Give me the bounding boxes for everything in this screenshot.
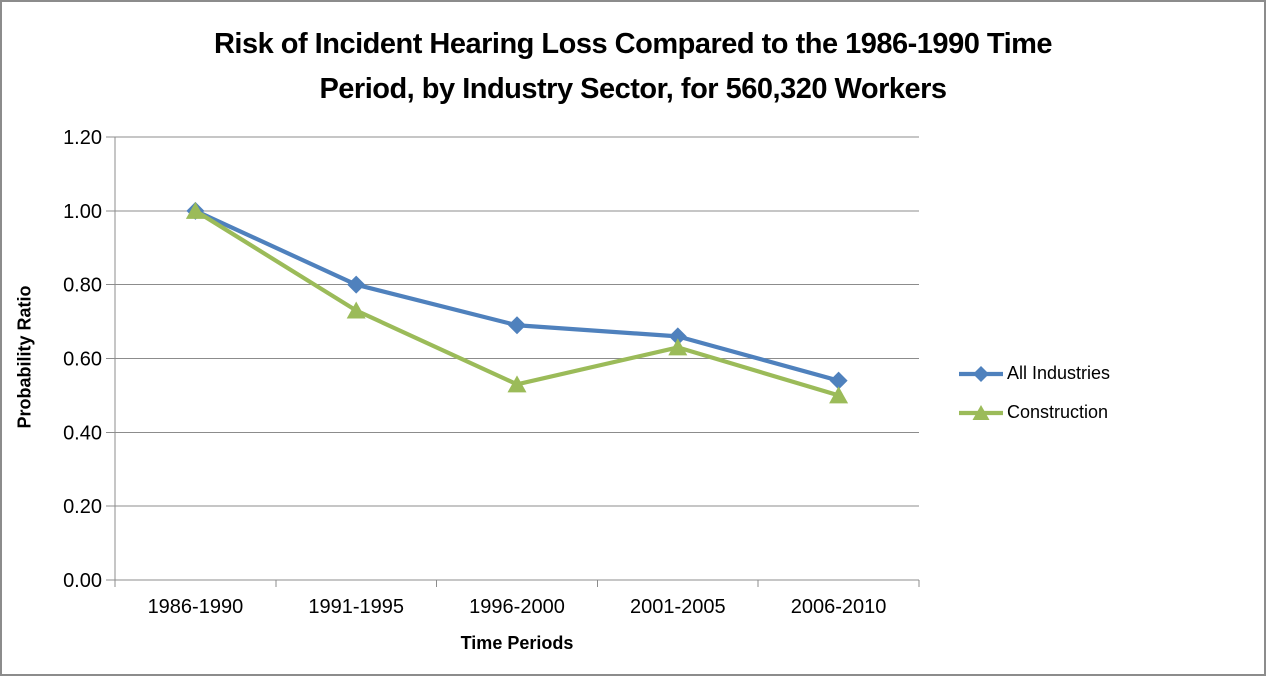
chart-title-line1: Risk of Incident Hearing Loss Compared t…	[213, 28, 1053, 60]
x-tick-label: 1996-2000	[469, 596, 565, 618]
series-construction	[185, 201, 849, 404]
data-point-marker	[347, 275, 366, 294]
data-point-marker	[185, 201, 205, 219]
legend-marker-diamond-icon	[959, 365, 1003, 382]
series-line-all-industries	[194, 208, 840, 383]
data-point-marker	[668, 338, 688, 356]
y-tick-label: 1.00	[63, 201, 102, 223]
series-all-industries	[186, 201, 848, 390]
x-tick-label: 1986-1990	[148, 596, 244, 618]
legend-item-construction: Construction	[958, 393, 1110, 432]
data-point-marker	[508, 316, 526, 335]
chart-title-line2: Period, by Industry Sector, for 560,320 …	[319, 73, 947, 105]
data-point-marker	[346, 301, 366, 319]
y-tick-label: 0.00	[63, 570, 102, 592]
y-axis-title: Probability Ratio	[14, 285, 35, 429]
x-tick-labels: 1986-1990 1991-1995 1996-2000 2001-2005 2006…	[148, 596, 887, 618]
x-axis-title: Time Periods	[460, 633, 574, 653]
legend-item-all-industries: All Industries	[958, 354, 1110, 393]
legend: All Industries Construction	[958, 354, 1110, 432]
legend-label: Construction	[1007, 402, 1109, 422]
series-line-construction	[194, 209, 840, 398]
data-point-marker	[829, 386, 849, 404]
chart-title: Risk of Incident Hearing Loss Compared t…	[2, 22, 1264, 112]
legend-marker-triangle-icon	[959, 404, 1003, 420]
y-tick-label: 0.40	[63, 422, 102, 444]
x-tick-label: 1991-1995	[308, 596, 404, 618]
y-tick-label: 0.80	[63, 275, 102, 297]
x-tick-label: 2001-2005	[630, 596, 726, 618]
legend-label: All Industries	[1007, 363, 1111, 383]
y-tick-labels: 0.00 0.20 0.40 0.60 0.80 1.00 1.20	[63, 127, 102, 592]
y-tick-label: 1.20	[63, 127, 102, 149]
axes	[106, 136, 920, 587]
y-tick-label: 0.20	[63, 496, 102, 518]
data-point-marker	[507, 375, 527, 393]
data-point-marker	[829, 371, 848, 390]
data-point-marker	[668, 327, 687, 346]
gridlines	[115, 136, 919, 507]
x-tick-label: 2006-2010	[791, 596, 887, 618]
y-tick-label: 0.60	[63, 349, 102, 371]
